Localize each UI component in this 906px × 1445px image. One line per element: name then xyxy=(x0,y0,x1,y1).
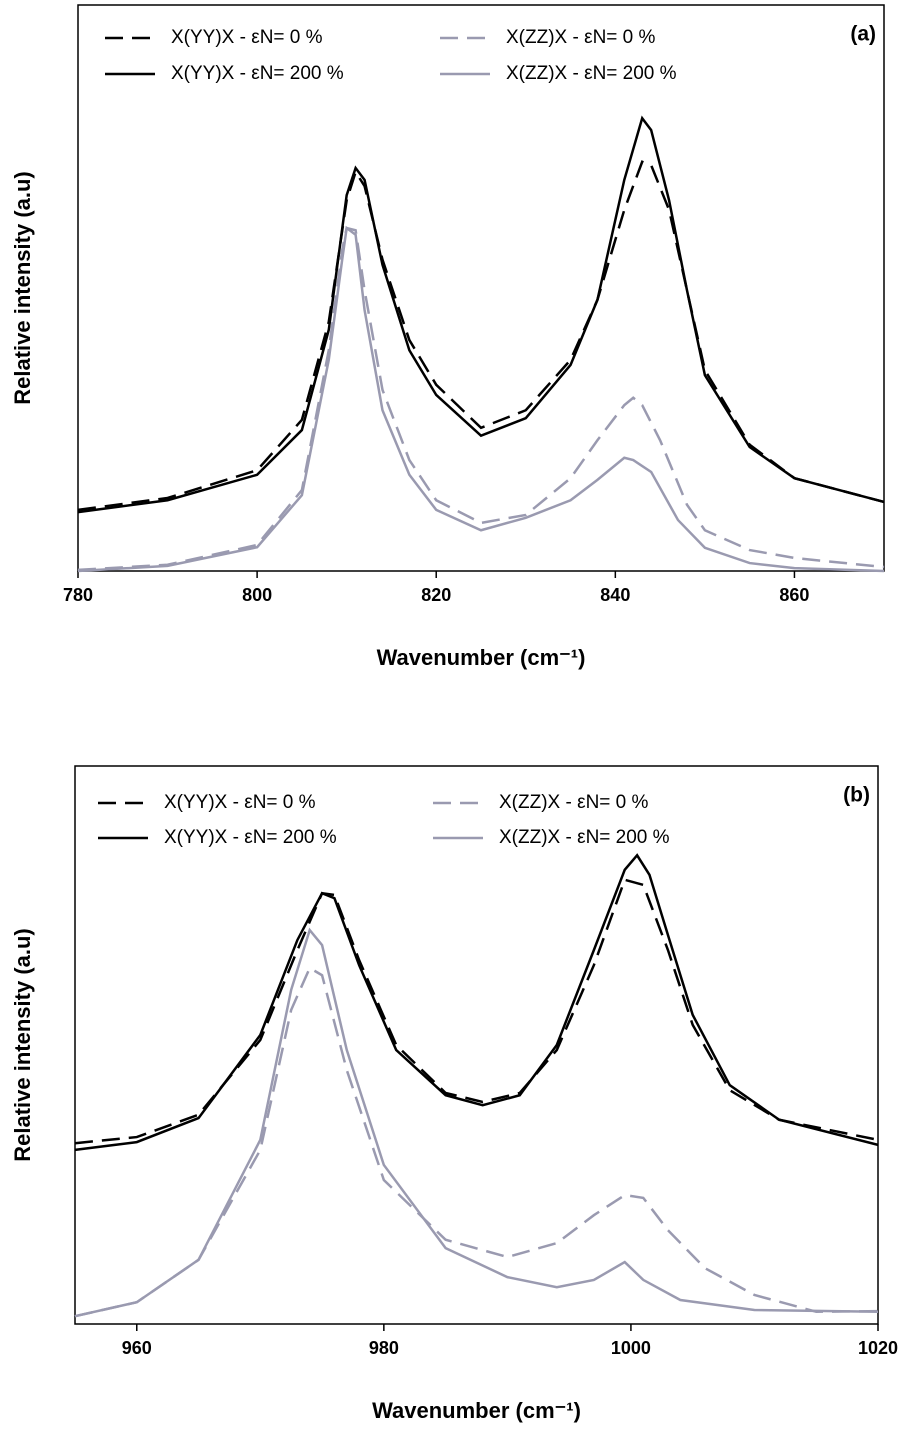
series-line xyxy=(74,966,879,1318)
x-tick-label: 960 xyxy=(122,1338,152,1358)
x-tick-label: 800 xyxy=(242,585,272,605)
series-line xyxy=(77,225,885,573)
series-line xyxy=(74,853,879,1152)
x-tick-label: 860 xyxy=(779,585,809,605)
legend-label: X(YY)X - εN= 0 % xyxy=(164,792,316,813)
y-axis-label: Relative intensity (a.u) xyxy=(10,928,35,1162)
legend-label: X(YY)X - εN= 200 % xyxy=(164,827,337,848)
x-tick-label: 820 xyxy=(421,585,451,605)
x-axis-label: Wavenumber (cm⁻¹) xyxy=(372,1398,581,1423)
x-tick-label: 980 xyxy=(369,1338,399,1358)
series-line xyxy=(74,878,879,1145)
legend-label: X(YY)X - εN= 200 % xyxy=(171,63,344,84)
y-axis-label: Relative intensity (a.u) xyxy=(10,171,35,405)
series-line xyxy=(74,927,879,1318)
legend-label: X(ZZ)X - εN= 0 % xyxy=(499,792,649,813)
x-tick-label: 1020 xyxy=(858,1338,898,1358)
x-tick-label: 780 xyxy=(63,585,93,605)
legend-label: X(YY)X - εN= 0 % xyxy=(171,27,323,48)
x-tick-label: 840 xyxy=(600,585,630,605)
panel-label: (a) xyxy=(850,23,876,46)
x-tick-label: 1000 xyxy=(611,1338,651,1358)
panel-label: (b) xyxy=(843,784,870,807)
x-axis-label: Wavenumber (cm⁻¹) xyxy=(377,645,586,670)
legend-label: X(ZZ)X - εN= 200 % xyxy=(506,63,677,84)
legend-label: X(ZZ)X - εN= 200 % xyxy=(499,827,670,848)
series-line xyxy=(77,115,885,514)
series-line xyxy=(77,226,885,572)
plot-frame xyxy=(77,4,885,572)
plot-frame xyxy=(74,765,879,1325)
legend-label: X(ZZ)X - εN= 0 % xyxy=(506,27,656,48)
